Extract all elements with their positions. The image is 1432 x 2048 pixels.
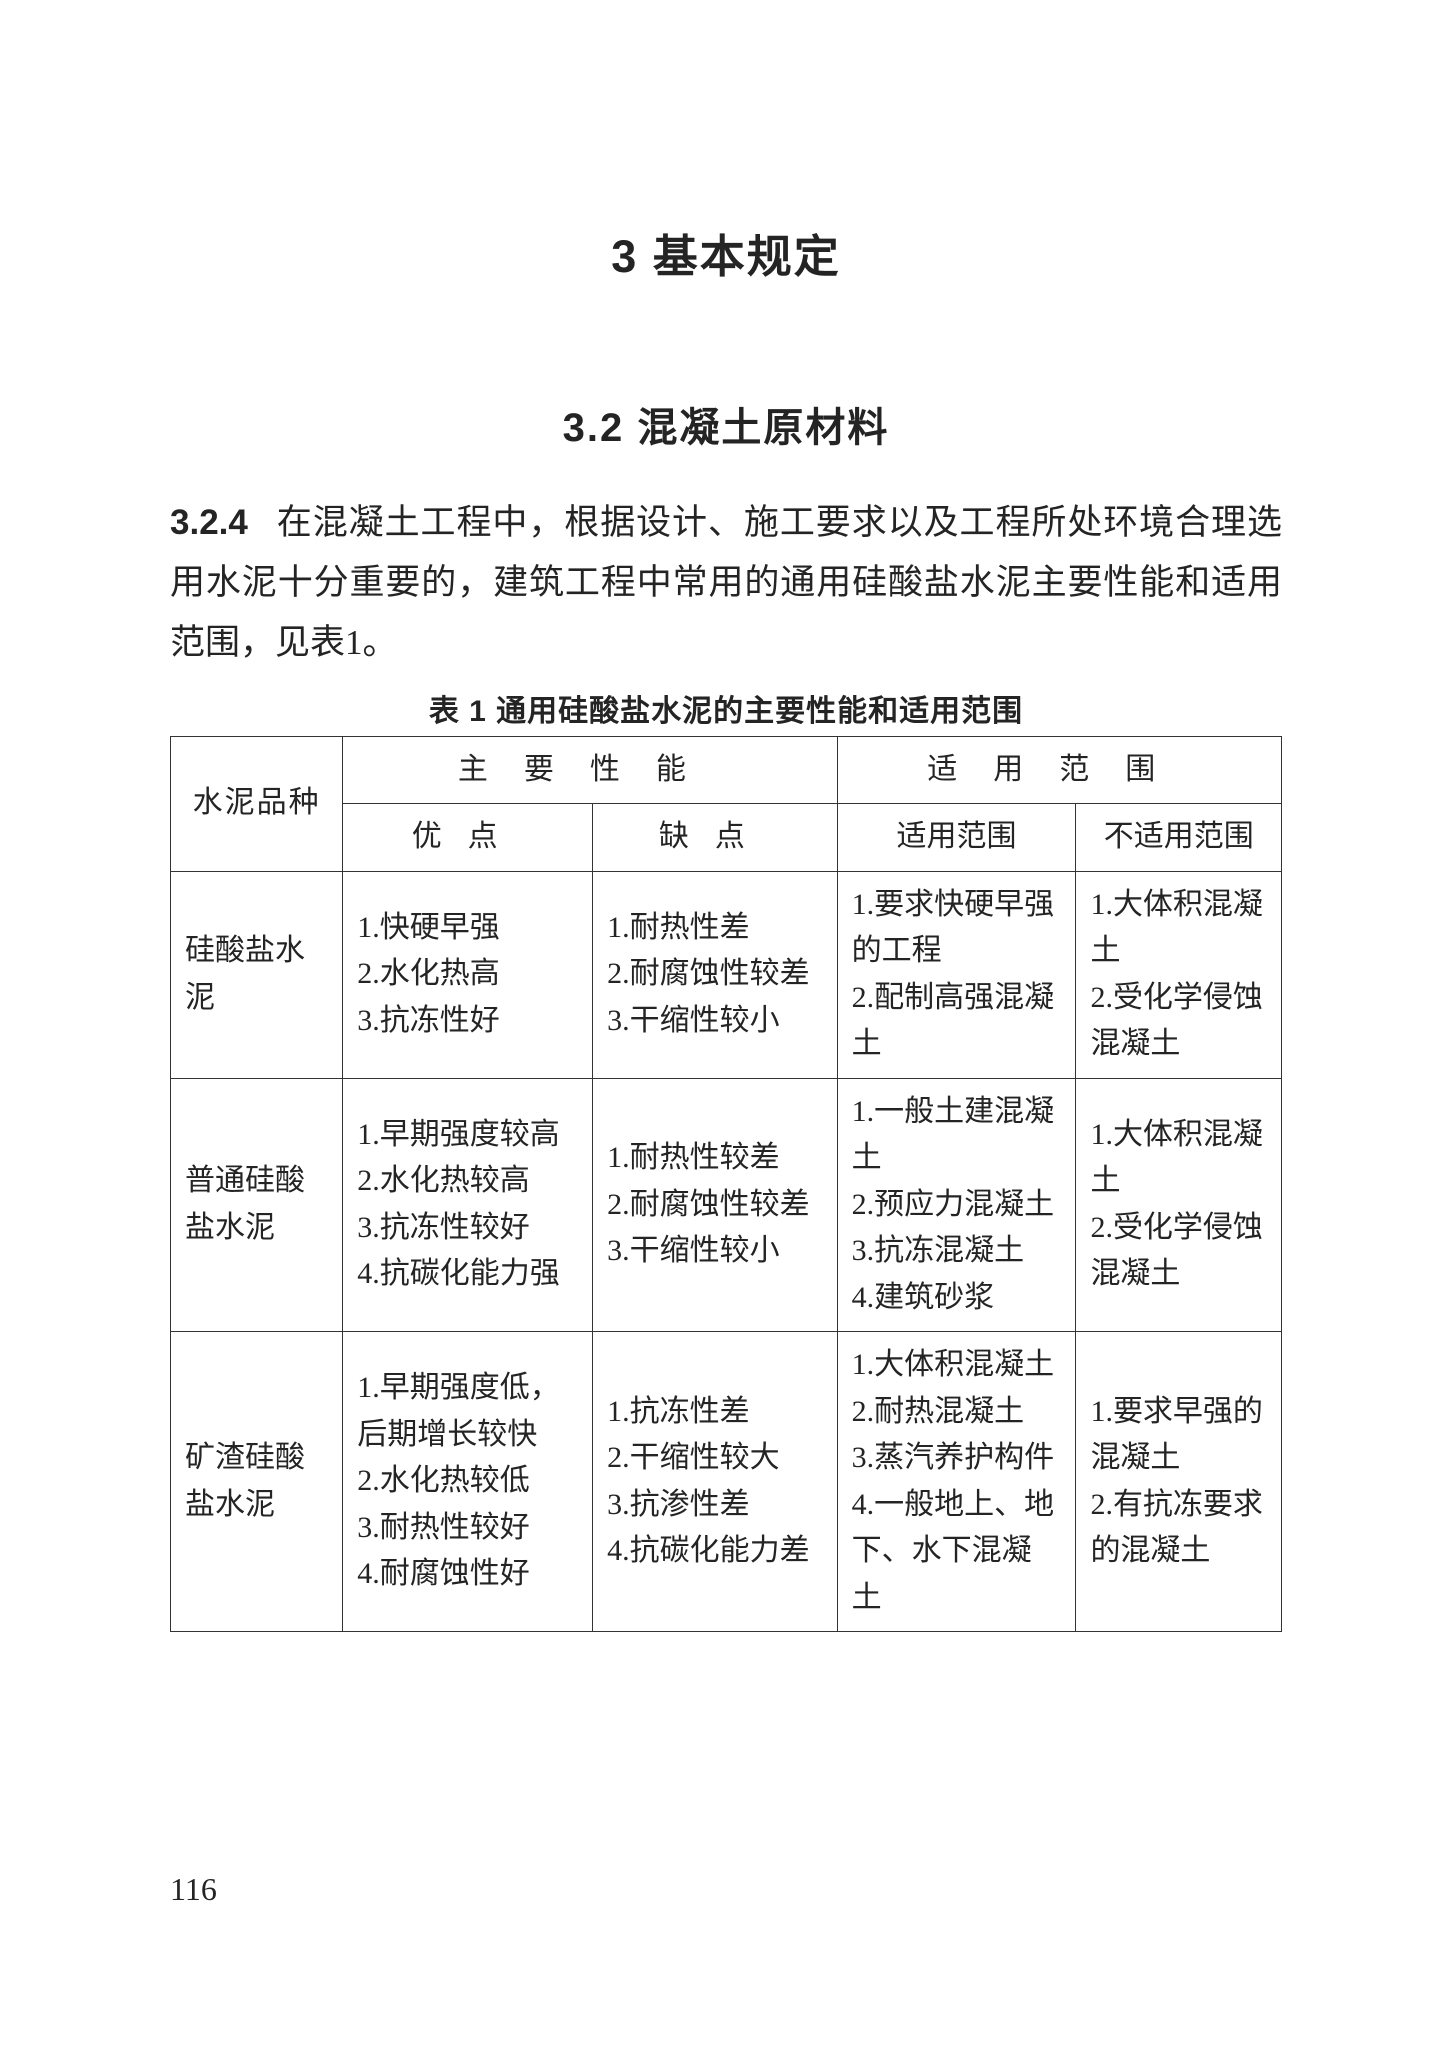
cell-cons: 1.抗冻性差2.干缩性较大3.抗渗性差4.抗碳化能力差: [593, 1332, 837, 1632]
cell-apply: 1.要求快硬早强的工程2.配制高强混凝土: [837, 871, 1076, 1078]
table-row: 普通硅酸盐水泥 1.早期强度较高2.水化热较高3.抗冻性较好4.抗碳化能力强 1…: [171, 1078, 1282, 1332]
table-row: 硅酸盐水泥 1.快硬早强2.水化热高3.抗冻性好 1.耐热性差2.耐腐蚀性较差3…: [171, 871, 1282, 1078]
chapter-title: 3 基本规定: [170, 220, 1282, 285]
cell-not-apply: 1.大体积混凝土2.受化学侵蚀混凝土: [1076, 1078, 1282, 1332]
cell-name: 矿渣硅酸盐水泥: [171, 1332, 343, 1632]
th-apply: 适用范围: [837, 804, 1076, 872]
page-number: 116: [170, 1871, 217, 1908]
th-group-performance: 主要性能: [343, 736, 837, 804]
clause-paragraph: 3.2.4在混凝土工程中，根据设计、施工要求以及工程所处环境合理选用水泥十分重要…: [170, 493, 1282, 674]
cell-apply: 1.大体积混凝土2.耐热混凝土3.蒸汽养护构件4.一般地上、地下、水下混凝土: [837, 1332, 1076, 1632]
cell-name: 普通硅酸盐水泥: [171, 1078, 343, 1332]
cell-cons: 1.耐热性差2.耐腐蚀性较差3.干缩性较小: [593, 871, 837, 1078]
cell-pros: 1.早期强度较高2.水化热较高3.抗冻性较好4.抗碳化能力强: [343, 1078, 593, 1332]
spec-table: 水泥品种 主要性能 适用范围 优点 缺点 适用范围 不适用范围 硅酸盐水泥 1.…: [170, 736, 1282, 1633]
section-title: 3.2 混凝土原材料: [170, 395, 1282, 453]
th-cons: 缺点: [593, 804, 837, 872]
clause-number: 3.2.4: [170, 503, 248, 542]
cell-cons: 1.耐热性较差2.耐腐蚀性较差3.干缩性较小: [593, 1078, 837, 1332]
cell-pros: 1.快硬早强2.水化热高3.抗冻性好: [343, 871, 593, 1078]
cell-not-apply: 1.要求早强的混凝土2.有抗冻要求的混凝土: [1076, 1332, 1282, 1632]
cell-not-apply: 1.大体积混凝土2.受化学侵蚀混凝土: [1076, 871, 1282, 1078]
th-pros: 优点: [343, 804, 593, 872]
document-page: 3 基本规定 3.2 混凝土原材料 3.2.4在混凝土工程中，根据设计、施工要求…: [0, 0, 1432, 2048]
clause-text: 在混凝土工程中，根据设计、施工要求以及工程所处环境合理选用水泥十分重要的，建筑工…: [170, 503, 1282, 662]
table-header-row-1: 水泥品种 主要性能 适用范围: [171, 736, 1282, 804]
th-not-apply: 不适用范围: [1076, 804, 1282, 872]
table-row: 矿渣硅酸盐水泥 1.早期强度低，后期增长较快2.水化热较低3.耐热性较好4.耐腐…: [171, 1332, 1282, 1632]
cell-apply: 1.一般土建混凝土2.预应力混凝土3.抗冻混凝土4.建筑砂浆: [837, 1078, 1076, 1332]
cell-pros: 1.早期强度低，后期增长较快2.水化热较低3.耐热性较好4.耐腐蚀性好: [343, 1332, 593, 1632]
th-group-scope: 适用范围: [837, 736, 1281, 804]
cell-name: 硅酸盐水泥: [171, 871, 343, 1078]
table-caption: 表 1 通用硅酸盐水泥的主要性能和适用范围: [170, 686, 1282, 730]
th-corner: 水泥品种: [171, 736, 343, 871]
